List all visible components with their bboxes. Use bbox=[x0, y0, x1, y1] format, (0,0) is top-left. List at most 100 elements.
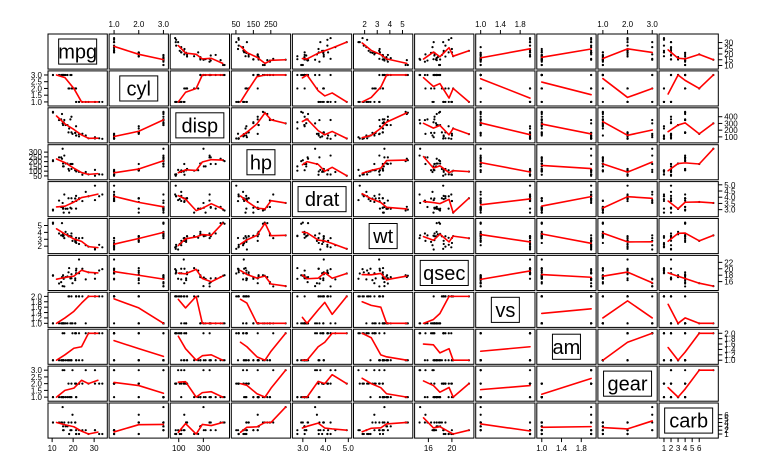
data-point bbox=[601, 282, 604, 285]
data-point bbox=[651, 170, 654, 174]
data-point bbox=[315, 132, 319, 135]
panel-disp-vs-gear bbox=[597, 107, 658, 144]
data-point bbox=[433, 73, 436, 77]
data-point bbox=[51, 111, 55, 114]
smoother-line bbox=[239, 222, 287, 245]
panel-hp-vs-am bbox=[536, 144, 597, 181]
data-point bbox=[256, 115, 259, 118]
data-point bbox=[433, 396, 436, 399]
data-point bbox=[305, 122, 308, 125]
data-point bbox=[479, 134, 482, 137]
panel-border bbox=[597, 218, 658, 255]
panel-border bbox=[475, 218, 536, 255]
data-point bbox=[684, 279, 687, 282]
data-point bbox=[528, 125, 532, 128]
data-point bbox=[440, 131, 443, 134]
data-point bbox=[684, 237, 687, 240]
data-point bbox=[378, 57, 381, 60]
data-point bbox=[432, 369, 435, 372]
data-point bbox=[180, 382, 183, 385]
panel-border bbox=[536, 254, 597, 291]
data-point bbox=[98, 243, 101, 246]
panel-qsec-vs-hp bbox=[230, 254, 292, 291]
data-point bbox=[662, 211, 666, 214]
panel-mpg-vs-cyl bbox=[108, 33, 169, 70]
data-point bbox=[378, 154, 381, 157]
data-point bbox=[590, 40, 593, 44]
data-point bbox=[237, 332, 240, 335]
data-point bbox=[244, 211, 247, 214]
data-point bbox=[221, 63, 225, 67]
data-point bbox=[137, 359, 140, 362]
data-point bbox=[183, 200, 186, 204]
smoother-line bbox=[479, 77, 531, 99]
data-point bbox=[214, 359, 217, 362]
diag-label-disp: disp bbox=[181, 115, 218, 137]
data-point bbox=[444, 359, 447, 362]
panel-qsec-vs-carb bbox=[658, 254, 719, 291]
smoother-line bbox=[361, 159, 408, 175]
smoother-line bbox=[602, 161, 654, 173]
tick-label: 100 bbox=[172, 444, 186, 453]
data-point bbox=[329, 173, 332, 176]
data-point bbox=[322, 421, 325, 424]
panel-hp-vs-hp: hp bbox=[230, 144, 292, 181]
data-point bbox=[314, 58, 317, 61]
data-point bbox=[528, 53, 532, 57]
smoother-line bbox=[361, 112, 408, 139]
data-point bbox=[684, 154, 687, 157]
data-point bbox=[435, 157, 438, 160]
data-point bbox=[236, 47, 240, 51]
data-point bbox=[256, 369, 259, 372]
panel-border bbox=[658, 365, 719, 402]
panel-border bbox=[536, 291, 597, 328]
data-point bbox=[386, 53, 389, 57]
tick-label: 1.0 bbox=[31, 393, 43, 402]
data-point bbox=[71, 322, 74, 325]
data-point bbox=[540, 429, 543, 432]
smoother-line bbox=[239, 45, 287, 65]
data-point bbox=[444, 382, 447, 385]
data-point bbox=[429, 197, 433, 200]
data-point bbox=[185, 53, 189, 57]
data-point bbox=[684, 235, 687, 238]
data-point bbox=[662, 100, 666, 104]
data-point bbox=[61, 322, 64, 325]
data-point bbox=[315, 322, 319, 325]
data-point bbox=[177, 198, 180, 202]
panel-vs-vs-mpg bbox=[47, 291, 108, 328]
data-point bbox=[112, 184, 116, 187]
panel-gear-vs-mpg bbox=[47, 365, 108, 402]
panel-mpg-vs-mpg: mpg bbox=[47, 33, 108, 70]
data-point bbox=[378, 125, 382, 128]
panel-border bbox=[230, 218, 292, 255]
data-point bbox=[626, 53, 629, 57]
data-point bbox=[77, 258, 81, 261]
data-point bbox=[329, 154, 332, 157]
smoother-line bbox=[602, 48, 654, 60]
data-point bbox=[208, 421, 211, 424]
data-point bbox=[183, 162, 186, 166]
data-point bbox=[404, 209, 407, 212]
data-point bbox=[74, 279, 77, 282]
data-point bbox=[662, 36, 666, 40]
data-point bbox=[75, 432, 78, 436]
smoother-line bbox=[422, 46, 470, 60]
smoother-line bbox=[177, 335, 224, 362]
smoother-line bbox=[361, 42, 408, 65]
data-point bbox=[214, 53, 217, 57]
data-point bbox=[93, 168, 97, 172]
panel-border bbox=[475, 365, 536, 402]
data-point bbox=[306, 281, 309, 284]
data-point bbox=[590, 136, 593, 139]
data-point bbox=[183, 413, 186, 416]
data-point bbox=[651, 162, 654, 166]
panel-border bbox=[169, 144, 230, 181]
data-point bbox=[137, 332, 140, 335]
data-point bbox=[540, 58, 543, 61]
data-point bbox=[540, 295, 543, 298]
panel-vs-vs-am bbox=[536, 291, 597, 328]
data-point bbox=[479, 285, 482, 288]
data-point bbox=[74, 421, 77, 424]
smoother-line bbox=[239, 74, 287, 103]
